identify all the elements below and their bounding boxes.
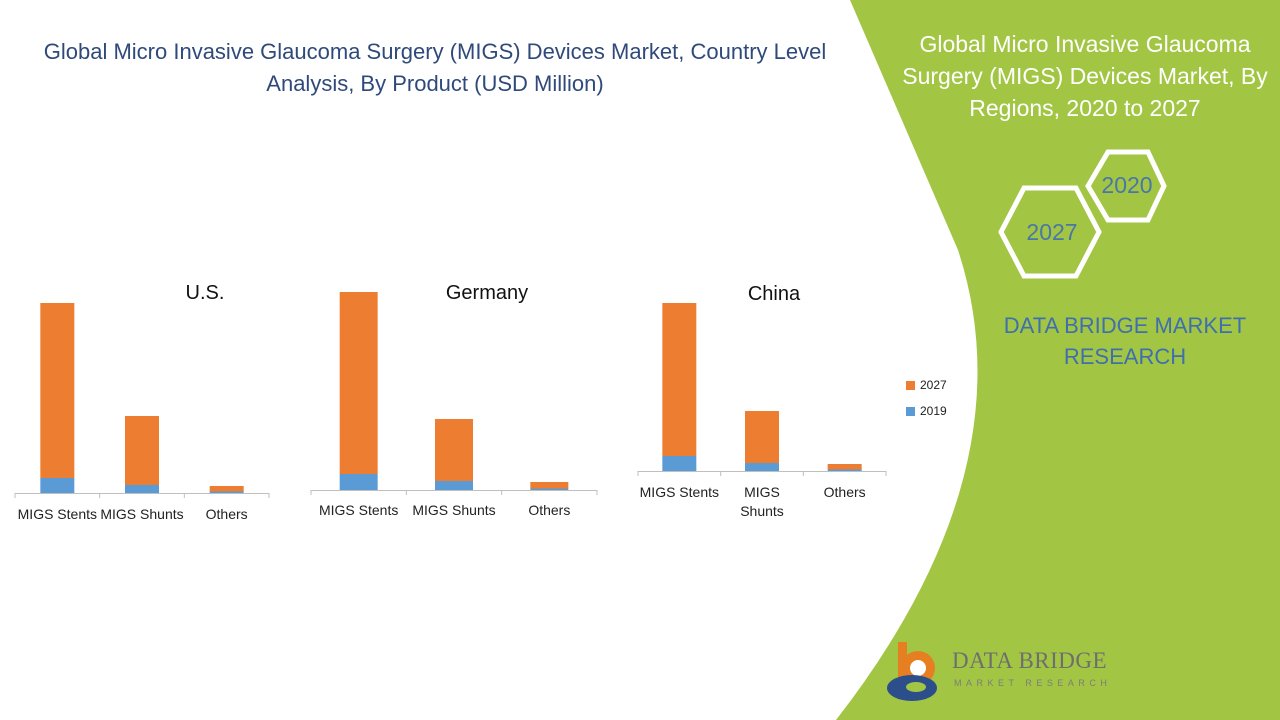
- right-panel-title: Global Micro Invasive Glaucoma Surgery (…: [902, 31, 1268, 121]
- bar-u-s-migs-shunts-2027: [125, 416, 159, 485]
- bar-germany-migs-shunts-2027: [435, 419, 473, 481]
- hexagon-front: [998, 185, 1102, 279]
- category-label-u-s: MIGS Shunts: [100, 506, 183, 522]
- brand-text: DATA BRIDGE MARKET RESEARCH: [1003, 313, 1247, 369]
- category-label-china: Others: [824, 484, 866, 500]
- green-panel: [836, 0, 1280, 720]
- bar-germany-migs-stents-2027: [339, 292, 378, 474]
- chart-title-china: China: [748, 283, 801, 305]
- bar-germany-migs-shunts-2019: [435, 481, 473, 490]
- charts-layer: U.S.MIGS Stents MIGS Shunts OthersGermanyM…: [14, 282, 887, 522]
- category-label-germany: Others: [528, 502, 570, 518]
- category-label-germany: MIGS Stents: [319, 502, 398, 518]
- bar-u-s-others-2027: [209, 486, 244, 492]
- company-logo: DATA BRIDGE MARKET RESEARCH: [882, 640, 1122, 706]
- chart-title-germany: Germany: [446, 282, 528, 304]
- bar-china-migs-shunts-2019: [745, 463, 779, 471]
- category-label-u-s: MIGS Stents: [18, 506, 97, 522]
- legend-item-2019: 2019: [906, 398, 947, 424]
- bar-china-others-2027: [827, 464, 862, 470]
- bar-u-s-migs-stents-2027: [40, 303, 75, 478]
- category-label-china: MIGS Shunts: [740, 484, 784, 519]
- hexagon-back: [1085, 149, 1167, 223]
- chart-title-u-s: U.S.: [186, 282, 225, 304]
- bar-u-s-migs-shunts-2019: [125, 485, 159, 493]
- hex-year-2020: 2020: [1101, 172, 1153, 198]
- legend-swatch-2019: [906, 406, 915, 416]
- category-label-u-s: Others: [206, 506, 248, 522]
- bar-china-migs-stents-2019: [662, 456, 697, 471]
- bar-germany-migs-stents-2019: [339, 474, 378, 490]
- bar-u-s-migs-stents-2019: [40, 478, 75, 493]
- bar-germany-others-2027: [530, 482, 569, 489]
- chart-legend: 2027 2019: [906, 372, 947, 424]
- logo-mark-icon: [887, 642, 937, 701]
- logo-subtitle: MARKET RESEARCH: [954, 678, 1112, 688]
- hex-year-2027: 2027: [1026, 219, 1078, 245]
- logo-name: DATA BRIDGE: [952, 648, 1108, 673]
- bar-china-others-2019: [827, 469, 862, 471]
- legend-label-2019: 2019: [920, 404, 947, 418]
- bar-u-s-others-2019: [209, 491, 244, 493]
- bar-china-migs-stents-2027: [662, 303, 697, 456]
- category-label-china: MIGS Stents: [640, 484, 719, 500]
- legend-item-2027: 2027: [906, 372, 947, 398]
- bar-china-migs-shunts-2027: [745, 411, 779, 463]
- bar-germany-others-2019: [530, 488, 569, 490]
- page-title: Global Micro Invasive Glaucoma Surgery (…: [43, 39, 827, 96]
- legend-label-2027: 2027: [920, 378, 947, 392]
- category-label-germany: MIGS Shunts: [412, 502, 495, 518]
- legend-swatch-2027: [906, 380, 915, 390]
